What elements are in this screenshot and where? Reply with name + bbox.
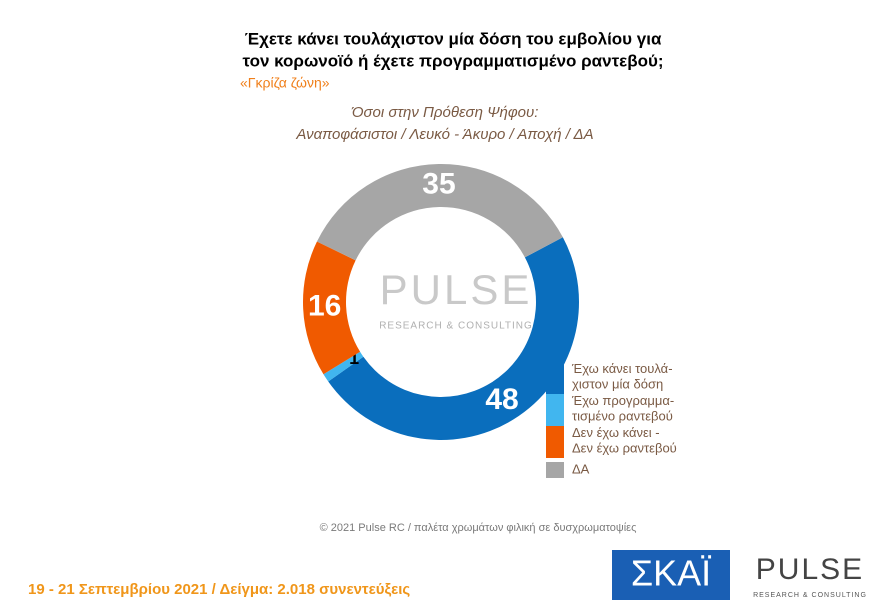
legend-label: ΔΑ bbox=[572, 461, 590, 476]
legend-swatch bbox=[546, 394, 564, 426]
value-label: 16 bbox=[308, 290, 341, 323]
donut-segment bbox=[316, 164, 563, 261]
logo-box bbox=[612, 550, 730, 600]
legend-swatch bbox=[546, 362, 564, 394]
note-line: Όσοι στην Πρόθεση Ψήφου: bbox=[351, 104, 539, 121]
fieldwork: 19 - 21 Σεπτεμβρίου 2021 / Δείγμα: 2.018… bbox=[28, 581, 410, 598]
logo-left: ΣΚΑΪ bbox=[631, 553, 711, 594]
donut-segment bbox=[328, 237, 579, 440]
note-line: Αναποφάσιστοι / Λευκό - Άκυρο / Αποχή / … bbox=[295, 126, 593, 143]
watermark: PULSE bbox=[380, 266, 533, 313]
legend-label: Έχω κάνει τουλά-χιστον μία δόση bbox=[571, 361, 673, 392]
legend-swatch bbox=[546, 462, 564, 478]
value-label: 1 bbox=[349, 348, 359, 368]
donut-segment bbox=[303, 241, 361, 375]
legend-swatch bbox=[546, 426, 564, 458]
title-line: τον κορωνοϊό ή έχετε προγραμματισμένο ρα… bbox=[242, 51, 663, 70]
watermark-sub: RESEARCH & CONSULTING bbox=[379, 321, 533, 332]
legend-label: Έχω προγραμμα-τισμένο ραντεβού bbox=[571, 393, 674, 424]
donut-segment bbox=[323, 351, 364, 382]
subtitle: «Γκρίζα ζώνη» bbox=[240, 75, 330, 91]
title-line: Έχετε κάνει τουλάχιστον μία δόση του εμβ… bbox=[245, 29, 662, 48]
logo-right-sub: RESEARCH & CONSULTING bbox=[753, 592, 867, 599]
legend-label: Δεν έχω κάνει -Δεν έχω ραντεβού bbox=[572, 425, 677, 456]
value-label: 35 bbox=[422, 167, 455, 200]
value-label: 48 bbox=[485, 383, 518, 416]
logo-right: PULSE bbox=[756, 553, 864, 586]
credit: © 2021 Pulse RC / παλέτα χρωμάτων φιλική… bbox=[320, 522, 637, 534]
donut-chart: 48 1 16 35 Έχω κάνει τουλά-χιστον μία δόσηΈχ… bbox=[303, 164, 677, 478]
